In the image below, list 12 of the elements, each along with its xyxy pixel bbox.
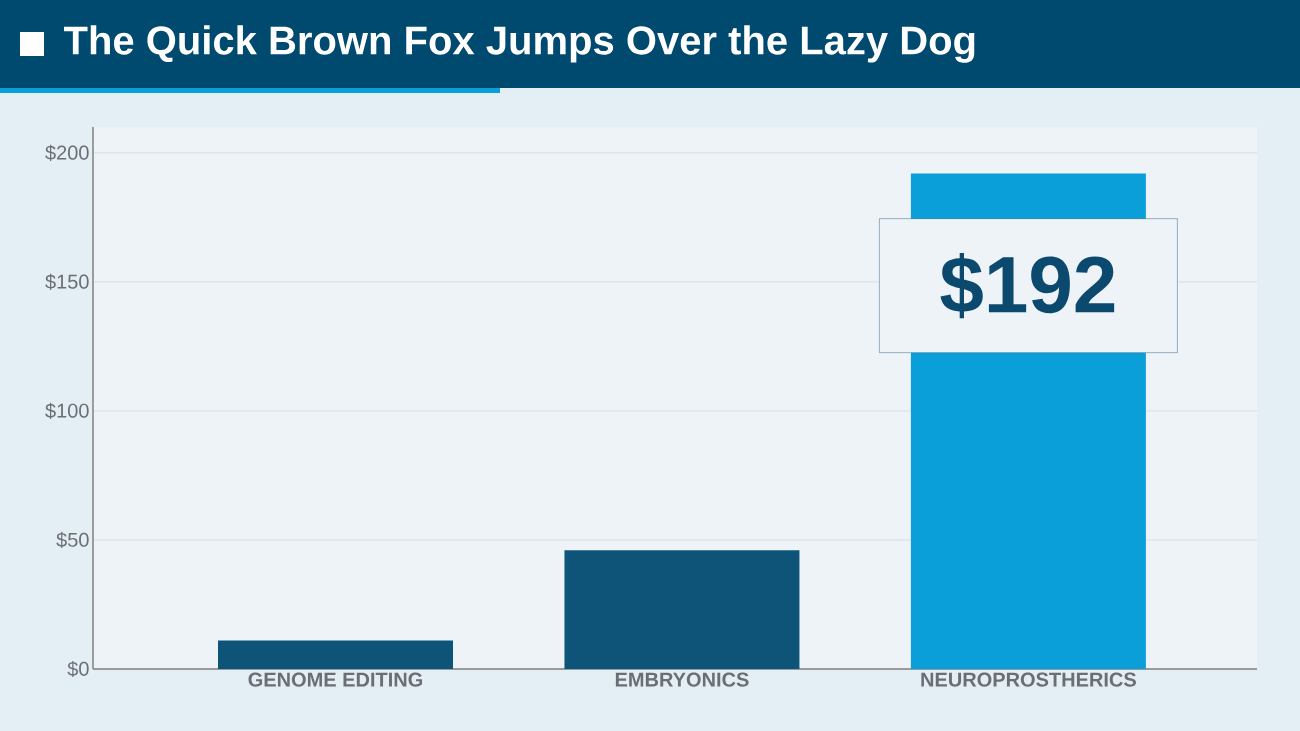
x-tick-label: GENOME EDITING [248,672,423,687]
y-tick-label: $200 [45,144,89,161]
x-tick-label: NEUROPROSTHERICS [921,672,1136,687]
y-tick-label: $100 [45,402,89,419]
y-tick-label: $0 [67,660,89,678]
x-tick-label: EMBRYONICS [615,672,749,687]
y-tick-label: $50 [56,531,89,549]
chart-title: The Quick Brown Fox Jumps Over the Lazy Dog [63,25,975,63]
bar [218,640,454,669]
data-label: $192 [940,252,1115,319]
y-tick-label: $150 [45,273,89,290]
bar [564,550,800,669]
